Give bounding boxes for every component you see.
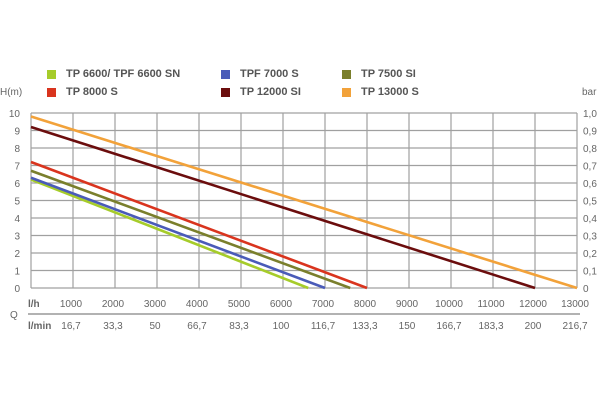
- y-tick-left: 3: [14, 232, 20, 243]
- y-tick-right: 1,0: [583, 109, 597, 120]
- x-tick-lmin: 166,7: [436, 321, 461, 332]
- series-line-0: [30, 178, 309, 290]
- y-tick-right: 0,5: [583, 197, 597, 208]
- x-unit-lmin: l/min: [28, 321, 51, 332]
- series-line-2: [30, 169, 351, 290]
- x-tick-lh: 3000: [144, 299, 167, 310]
- y-tick-left: 7: [14, 162, 20, 173]
- legend-item: TP 8000 S: [47, 86, 118, 98]
- legend-label: TPF 7000 S: [240, 68, 299, 80]
- series-line-1: [30, 176, 326, 290]
- y-tick-right: 0,9: [583, 127, 597, 138]
- y-tick-left: 8: [14, 144, 20, 155]
- y-tick-left: 2: [14, 249, 20, 260]
- x-tick-lmin: 216,7: [562, 321, 587, 332]
- x-tick-lmin: 50: [149, 321, 161, 332]
- x-tick-lmin: 116,7: [311, 321, 336, 332]
- x-tick-lmin: 83,3: [229, 321, 249, 332]
- y-tick-right: 0,1: [583, 267, 597, 278]
- y-tick-right: 0,7: [583, 162, 597, 173]
- x-tick-lh: 6000: [270, 299, 293, 310]
- legend-swatch: [221, 69, 230, 79]
- legend-swatch: [221, 87, 230, 97]
- x-tick-lmin: 183,3: [478, 321, 503, 332]
- legend-label: TP 7500 SI: [361, 68, 416, 80]
- y-tick-left: 10: [9, 109, 21, 120]
- y-tick-left: 5: [14, 197, 20, 208]
- x-tick-lmin: 133,3: [352, 321, 377, 332]
- y-tick-left: 6: [14, 179, 20, 190]
- x-tick-lmin: 16,7: [61, 321, 81, 332]
- legend-item: TP 6600/ TPF 6600 SN: [47, 68, 180, 80]
- series-line-4: [30, 125, 536, 290]
- legend-label: TP 6600/ TPF 6600 SN: [66, 68, 181, 80]
- y-tick-right: 0,6: [583, 179, 597, 190]
- x-tick-lmin: 200: [525, 321, 542, 332]
- x-tick-lh: 2000: [102, 299, 125, 310]
- x-tick-lh: 11000: [477, 299, 505, 310]
- x-tick-lh: 13000: [561, 299, 589, 310]
- x-tick-lh: 12000: [519, 299, 547, 310]
- x-tick-lmin: 66,7: [187, 321, 207, 332]
- legend-swatch: [47, 69, 56, 79]
- y-tick-right: 0: [583, 284, 589, 295]
- x-tick-lh: 7000: [312, 299, 335, 310]
- legend-swatch: [342, 87, 351, 97]
- y-tick-right: 0,8: [583, 144, 597, 155]
- y-tick-right: 0,3: [583, 232, 597, 243]
- y-tick-right: 0,2: [583, 249, 597, 260]
- y-tick-left: 9: [14, 127, 20, 138]
- x-tick-lmin: 100: [273, 321, 290, 332]
- legend-label: TP 8000 S: [66, 86, 118, 98]
- y-tick-left: 1: [14, 267, 20, 278]
- legend-item: TP 12000 SI: [221, 86, 301, 98]
- y-tick-left: 4: [14, 214, 20, 225]
- legend-label: TP 12000 SI: [240, 86, 301, 98]
- x-tick-lmin: 33,3: [103, 321, 123, 332]
- legend-item: TPF 7000 S: [221, 68, 299, 80]
- legend-swatch: [342, 69, 351, 79]
- x-tick-lh: 4000: [186, 299, 209, 310]
- x-tick-lh: 9000: [396, 299, 419, 310]
- legend-swatch: [47, 87, 56, 97]
- y-tick-left: 0: [14, 284, 20, 295]
- series-line-3: [30, 160, 368, 290]
- x-tick-lmin: 150: [399, 321, 416, 332]
- y-axis-label-right: bar: [582, 87, 597, 98]
- legend-item: TP 7500 SI: [342, 68, 416, 80]
- x-tick-lh: 8000: [354, 299, 377, 310]
- x-tick-lh: 1000: [60, 299, 83, 310]
- x-axis-label: Q: [10, 310, 18, 321]
- legend-label: TP 13000 S: [361, 86, 419, 98]
- legend-item: TP 13000 S: [342, 86, 419, 98]
- y-tick-right: 0,4: [583, 214, 597, 225]
- x-tick-lh: 10000: [435, 299, 463, 310]
- x-tick-lh: 5000: [228, 299, 251, 310]
- y-axis-label-left: H(m): [0, 87, 22, 98]
- series-line-5: [30, 115, 578, 290]
- x-unit-lh: l/h: [28, 299, 40, 310]
